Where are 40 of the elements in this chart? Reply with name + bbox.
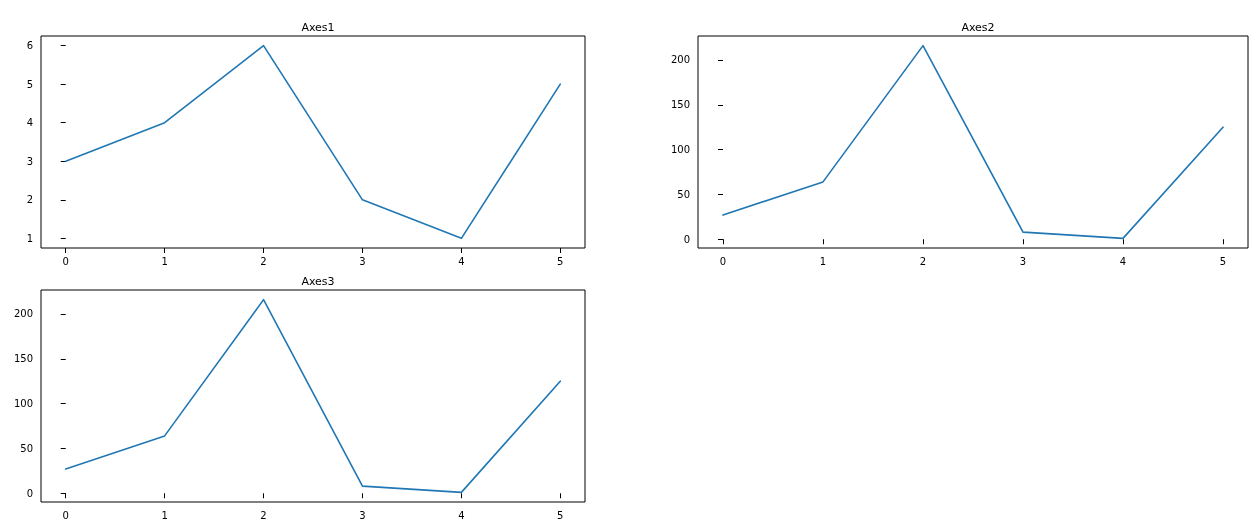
x-tick-label: 2 bbox=[260, 255, 267, 267]
x-tick-label: 1 bbox=[161, 255, 168, 267]
x-tick-label: 4 bbox=[458, 255, 465, 267]
y-tick-label: 0 bbox=[683, 233, 690, 245]
line-series bbox=[64, 44, 562, 240]
x-tick-label: 5 bbox=[1219, 255, 1227, 267]
line-series bbox=[722, 44, 1224, 240]
y-tick-label: 4 bbox=[26, 117, 33, 129]
y-tick-label: 150 bbox=[670, 99, 690, 111]
x-tick-label: 4 bbox=[1119, 255, 1127, 267]
y-tick-label: 5 bbox=[26, 78, 33, 90]
chart-title: Axes3 bbox=[301, 275, 335, 288]
x-tick-label: 3 bbox=[359, 255, 366, 267]
y-tick-label: 150 bbox=[13, 353, 33, 365]
x-tick-label: 2 bbox=[260, 509, 267, 521]
y-tick-label: 100 bbox=[13, 398, 33, 410]
x-tick-label: 1 bbox=[819, 255, 827, 267]
y-tick-label: 3 bbox=[26, 155, 33, 167]
y-tick-label: 50 bbox=[20, 442, 33, 454]
x-tick-label: 0 bbox=[719, 255, 727, 267]
chart-title: Axes1 bbox=[301, 21, 335, 34]
y-tick-label: 100 bbox=[670, 144, 690, 156]
line-series bbox=[64, 298, 562, 494]
x-tick-label: 5 bbox=[557, 509, 564, 521]
x-tick-label: 0 bbox=[62, 255, 69, 267]
x-tick-label: 3 bbox=[359, 509, 366, 521]
x-tick-label: 5 bbox=[557, 255, 564, 267]
y-tick-label: 1 bbox=[26, 232, 33, 244]
y-tick-label: 50 bbox=[677, 188, 690, 200]
y-tick-label: 200 bbox=[670, 54, 690, 66]
chart-title: Axes2 bbox=[961, 21, 995, 34]
y-tick-label: 6 bbox=[26, 40, 33, 52]
x-tick-label: 2 bbox=[919, 255, 927, 267]
x-tick-label: 1 bbox=[161, 509, 168, 521]
x-tick-label: 3 bbox=[1019, 255, 1027, 267]
y-tick-label: 200 bbox=[13, 308, 33, 320]
x-tick-label: 0 bbox=[62, 509, 69, 521]
y-tick-label: 2 bbox=[26, 194, 33, 206]
x-tick-label: 4 bbox=[458, 509, 465, 521]
y-tick-label: 0 bbox=[26, 487, 33, 499]
